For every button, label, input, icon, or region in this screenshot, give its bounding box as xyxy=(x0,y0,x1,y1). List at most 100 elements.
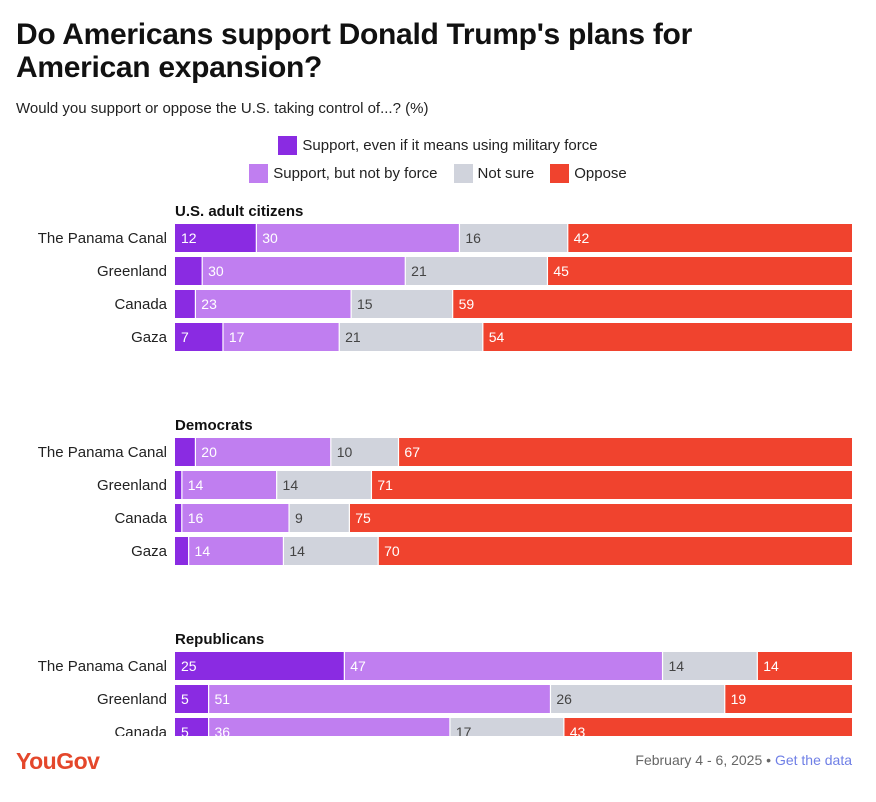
segment-divider xyxy=(276,471,278,499)
get-the-data-link[interactable]: Get the data xyxy=(774,752,852,768)
bar-segment-oppose xyxy=(482,323,852,351)
bar-segment-support xyxy=(181,504,289,532)
bar-segment-not-sure xyxy=(459,224,568,252)
row-label: Greenland xyxy=(97,691,167,708)
segment-divider xyxy=(282,537,285,565)
data-label: 70 xyxy=(384,543,400,559)
bar-segment-not-sure xyxy=(351,290,453,318)
data-label: 23 xyxy=(201,296,217,312)
bar-segment-not-sure xyxy=(449,718,564,736)
segment-divider xyxy=(208,718,210,736)
data-label: 17 xyxy=(229,329,245,345)
legend-label-military: Support, even if it means using military… xyxy=(302,136,598,154)
data-label: 51 xyxy=(215,691,231,707)
data-label: 20 xyxy=(201,444,217,460)
bar-segment-military xyxy=(175,257,203,285)
data-label: 14 xyxy=(763,658,779,674)
data-label: 26 xyxy=(556,691,572,707)
bar-segment-military xyxy=(175,471,182,499)
data-label: 59 xyxy=(459,296,475,312)
data-label: 5 xyxy=(181,691,189,707)
data-label: 67 xyxy=(404,444,420,460)
data-label: 43 xyxy=(570,724,586,736)
legend-swatch-not-sure xyxy=(453,163,473,183)
group-title: U.S. adult citizens xyxy=(175,203,303,220)
segment-divider xyxy=(288,504,290,532)
row-label: Canada xyxy=(114,724,167,736)
row-label: Greenland xyxy=(97,263,167,280)
segment-divider xyxy=(756,652,758,680)
data-label: 36 xyxy=(215,724,231,736)
bar-segment-oppose xyxy=(757,652,852,680)
segment-divider xyxy=(181,504,183,532)
data-label: 25 xyxy=(181,658,197,674)
segment-divider xyxy=(397,438,400,466)
footer-source: February 4 - 6, 2025 • Get the data xyxy=(635,752,852,768)
segment-divider xyxy=(563,718,565,736)
row-label: Gaza xyxy=(131,329,168,346)
bar-segment-military xyxy=(175,438,196,466)
data-label: 17 xyxy=(456,724,472,736)
bar-segment-military xyxy=(175,224,257,252)
data-label: 30 xyxy=(208,263,224,279)
bar-segment-not-sure xyxy=(339,323,483,351)
data-label: 54 xyxy=(489,329,505,345)
data-label: 30 xyxy=(262,230,278,246)
data-label: 21 xyxy=(411,263,427,279)
bar-segment-support xyxy=(344,652,663,680)
row-label: Gaza xyxy=(131,543,168,560)
data-label: 71 xyxy=(377,477,393,493)
bar-segment-oppose xyxy=(452,290,852,318)
legend-label-oppose: Oppose xyxy=(574,164,627,182)
stacked-bar-chart: U.S. adult citizens The Panama Canal 12 30 1… xyxy=(38,203,852,736)
segment-divider xyxy=(350,290,352,318)
bar-segment-support xyxy=(222,323,340,351)
segment-divider xyxy=(449,718,451,736)
row-label: The Panama Canal xyxy=(38,230,167,247)
bar-segment-support xyxy=(181,471,277,499)
legend-item-not-sure: Not sure xyxy=(453,163,534,183)
data-label: 9 xyxy=(295,510,303,526)
segment-divider xyxy=(348,504,350,532)
segment-divider xyxy=(370,471,373,499)
bar-segment-oppose xyxy=(378,537,852,565)
segment-divider xyxy=(338,323,340,351)
segment-divider xyxy=(194,290,197,318)
segment-divider xyxy=(255,224,257,252)
row-label: Greenland xyxy=(97,477,167,494)
footer-date: February 4 - 6, 2025 xyxy=(635,752,763,768)
bar-segment-not-sure xyxy=(330,438,399,466)
bar-segment-oppose xyxy=(371,471,852,499)
legend-label-support: Support, but not by force xyxy=(273,164,438,182)
segment-divider xyxy=(567,224,569,252)
legend-item-military: Support, even if it means using military… xyxy=(278,135,598,155)
data-label: 45 xyxy=(553,263,569,279)
segment-divider xyxy=(194,438,197,466)
yougov-logo: YouGov xyxy=(16,748,100,774)
legend-swatch-support xyxy=(249,163,269,183)
data-label: 12 xyxy=(181,230,197,246)
legend-item-support: Support, but not by force xyxy=(249,163,438,183)
bar-segment-support xyxy=(195,438,331,466)
legend-row-1: Support, even if it means using military… xyxy=(0,134,876,156)
group-title: Democrats xyxy=(175,417,253,434)
bar-segment-oppose xyxy=(563,718,852,736)
bar-segment-military xyxy=(175,718,209,736)
bar-segment-military xyxy=(175,323,223,351)
segment-divider xyxy=(181,471,183,499)
row-label: Canada xyxy=(114,510,167,527)
segment-divider xyxy=(452,290,454,318)
data-label: 15 xyxy=(357,296,373,312)
data-label: 14 xyxy=(195,543,211,559)
bar-segment-military xyxy=(175,290,196,318)
data-label: 47 xyxy=(350,658,366,674)
bar-segment-oppose xyxy=(724,685,852,713)
chart-title: Do Americans support Donald Trump's plan… xyxy=(16,18,692,84)
bar-segment-not-sure xyxy=(405,257,548,285)
bar-segment-military xyxy=(175,504,182,532)
bar-segment-not-sure xyxy=(288,504,350,532)
segment-divider xyxy=(343,652,345,680)
data-label: 21 xyxy=(345,329,361,345)
bar-segment-support xyxy=(208,685,551,713)
bar-segment-oppose xyxy=(349,504,852,532)
